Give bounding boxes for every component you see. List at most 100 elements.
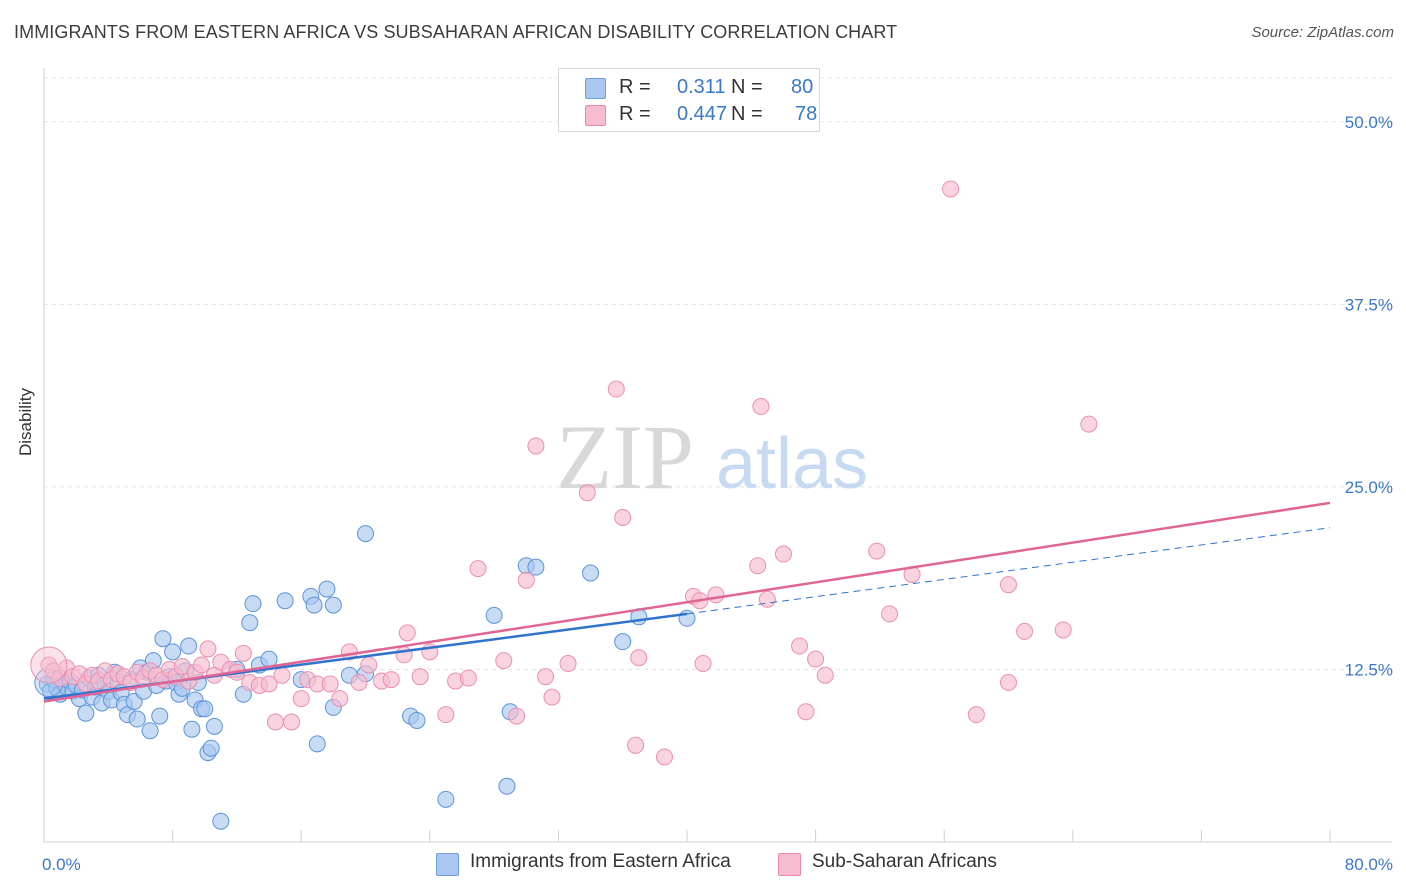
data-point [234, 644, 252, 662]
data-point [752, 398, 770, 416]
data-point [578, 484, 596, 502]
data-point [508, 707, 526, 725]
axes [43, 68, 1392, 843]
chart-title: IMMIGRANTS FROM EASTERN AFRICA VS SUBSAH… [14, 22, 898, 42]
x-tick-label: 0.0% [42, 855, 81, 874]
legend-swatch-subsaharan [585, 105, 606, 126]
data-point [655, 748, 673, 766]
data-point [1054, 621, 1072, 639]
trend-line-subsaharan [43, 501, 1331, 703]
watermark-zip: ZIP [556, 406, 694, 508]
data-point [1000, 576, 1017, 594]
legend-r-value: 0.447 [677, 103, 728, 125]
data-point [774, 545, 792, 563]
data-point [324, 596, 342, 614]
data-point [193, 656, 211, 674]
data-point-cluster [30, 646, 68, 684]
data-point [398, 624, 416, 642]
data-point [292, 690, 310, 708]
data-point [437, 706, 455, 724]
data-point [485, 606, 503, 624]
data-point [1000, 674, 1017, 692]
data-point [517, 571, 535, 589]
watermark-atlas: atlas [716, 424, 868, 504]
data-point [537, 668, 555, 686]
data-point [305, 596, 323, 614]
legend-n-value: 80 [791, 76, 814, 98]
data-point [212, 812, 230, 830]
data-point [151, 707, 169, 725]
data-point [318, 580, 336, 598]
source-label: Source: ZipAtlas.com [1251, 24, 1394, 41]
data-point [382, 671, 400, 689]
trend-lines [43, 501, 1331, 703]
data-point [77, 704, 95, 722]
data-point [408, 711, 426, 729]
y-tick-label: 37.5% [1345, 295, 1393, 314]
data-point [694, 655, 712, 673]
legend-swatch-immigrants [585, 78, 606, 99]
data-point [607, 380, 625, 398]
data-point [749, 557, 767, 575]
data-point [196, 700, 214, 718]
data-point [357, 525, 374, 543]
x-tick-label: 80.0% [1345, 855, 1393, 874]
data-point [276, 592, 294, 610]
y-tick-label: 50.0% [1345, 113, 1393, 132]
data-point [411, 668, 429, 686]
data-point [350, 674, 368, 692]
data-point [244, 595, 262, 613]
bottom-legend-swatch-immigrants [436, 853, 459, 876]
data-point [582, 564, 600, 582]
data-point [164, 643, 182, 661]
data-point [273, 666, 291, 684]
data-point [543, 688, 561, 706]
grid-lines [44, 77, 1392, 670]
data-point [881, 605, 899, 623]
data-point [180, 637, 198, 655]
data-point [816, 666, 834, 684]
bottom-legend-label-subsaharan: Sub-Saharan Africans [812, 851, 997, 872]
legend-r-value: 0.311 [677, 76, 726, 98]
data-point [495, 652, 513, 670]
y-tick-label: 12.5% [1345, 660, 1393, 679]
data-point [469, 560, 487, 578]
legend-n-label: N = [731, 76, 763, 98]
data-point [141, 722, 159, 740]
data-point [459, 669, 477, 687]
data-point [266, 713, 284, 731]
data-point [942, 180, 960, 198]
legend-r-label: R = [619, 76, 651, 98]
data-point [202, 739, 220, 757]
data-point [707, 586, 725, 604]
legend-n-label: N = [731, 103, 763, 125]
legend-r-label: R = [619, 103, 651, 125]
data-point [183, 720, 201, 738]
trend-line-immigrants-extension [686, 527, 1331, 615]
data-point [331, 690, 349, 708]
data-point [614, 633, 632, 651]
bottom-legend-swatch-subsaharan [778, 853, 801, 876]
data-point [758, 590, 776, 608]
data-point [437, 790, 455, 808]
data-point [260, 675, 278, 693]
tick-labels: 12.5% 25.0% 37.5% 50.0% 0.0% 80.0% [42, 113, 1393, 874]
data-point [967, 706, 985, 724]
y-tick-label: 25.0% [1345, 478, 1393, 497]
data-point [797, 703, 815, 721]
data-point [308, 735, 326, 753]
data-point [527, 558, 545, 576]
data-point [321, 675, 339, 693]
watermark: ZIP atlas [556, 406, 868, 508]
data-point [205, 717, 223, 735]
data-point [154, 630, 172, 648]
data-point [1080, 415, 1098, 433]
legend-n-value: 78 [795, 103, 818, 125]
data-point [527, 437, 545, 455]
data-point [498, 777, 516, 795]
data-point [360, 656, 378, 674]
data-point [128, 710, 146, 728]
data-point [807, 650, 825, 668]
data-point [1016, 622, 1034, 640]
